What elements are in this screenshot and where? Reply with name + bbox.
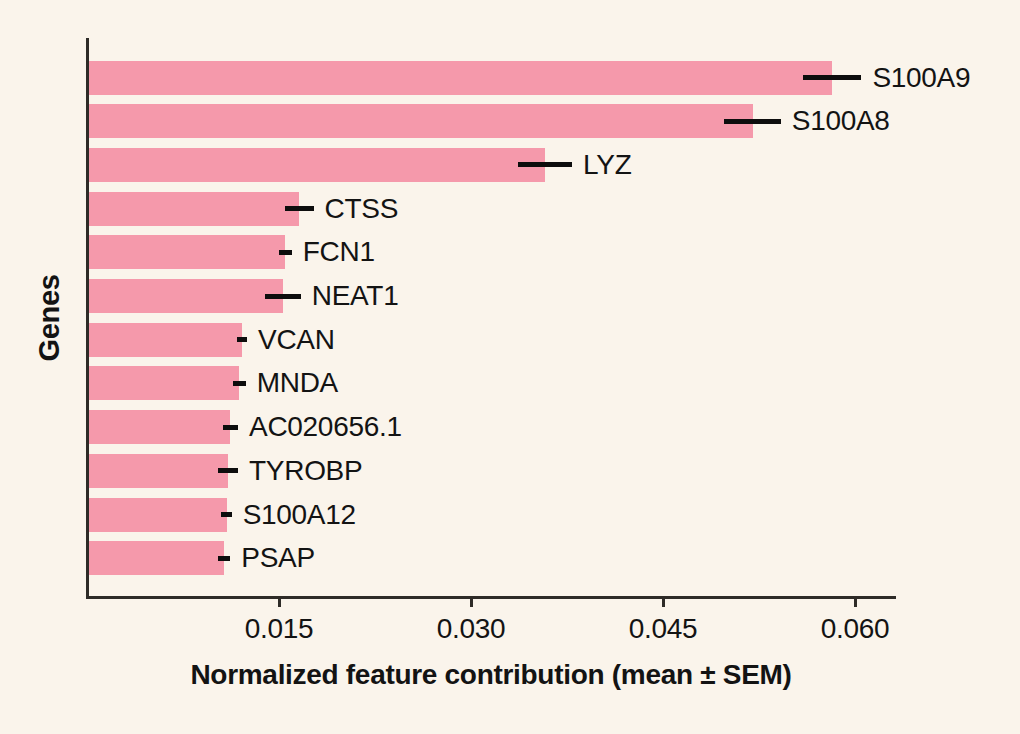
error-bar-S100A9 (803, 75, 862, 80)
bar-VCAN (89, 323, 242, 357)
bar-FCN1 (89, 235, 285, 269)
bar-label-FCN1: FCN1 (303, 235, 375, 269)
x-axis-spine (86, 596, 896, 599)
bar-LYZ (89, 148, 545, 182)
bar-label-S100A12: S100A12 (243, 498, 356, 532)
x-tick-0.045 (662, 599, 665, 607)
x-tick-0.060 (854, 599, 857, 607)
x-tick-0.015 (278, 599, 281, 607)
bar-MNDA (89, 366, 239, 400)
x-axis-label: Normalized feature contribution (mean ± … (91, 659, 891, 691)
bar-label-AC020656.1: AC020656.1 (249, 410, 402, 444)
error-bar-CTSS (285, 206, 313, 211)
bar-S100A12 (89, 498, 227, 532)
x-tick-label-0.030: 0.030 (401, 613, 541, 645)
error-bar-NEAT1 (265, 294, 301, 299)
bar-CTSS (89, 192, 299, 226)
bar-label-LYZ: LYZ (583, 148, 631, 182)
bar-AC020656.1 (89, 410, 230, 444)
bar-label-S100A9: S100A9 (872, 61, 970, 95)
bar-label-TYROBP: TYROBP (249, 454, 362, 488)
error-bar-S100A12 (221, 512, 231, 517)
error-bar-TYROBP (218, 468, 238, 473)
x-tick-label-0.060: 0.060 (785, 613, 925, 645)
bar-label-S100A8: S100A8 (792, 104, 890, 138)
bar-label-CTSS: CTSS (325, 192, 398, 226)
error-bar-LYZ (518, 162, 572, 167)
bar-PSAP (89, 541, 224, 575)
bar-S100A9 (89, 61, 832, 95)
y-axis-label: Genes (34, 242, 64, 394)
bar-NEAT1 (89, 279, 283, 313)
x-tick-label-0.015: 0.015 (209, 613, 349, 645)
bar-label-MNDA: MNDA (257, 366, 338, 400)
bar-S100A8 (89, 104, 753, 138)
x-tick-label-0.045: 0.045 (593, 613, 733, 645)
error-bar-FCN1 (279, 250, 292, 255)
error-bar-PSAP (218, 556, 231, 561)
bar-label-NEAT1: NEAT1 (312, 279, 399, 313)
bar-label-VCAN: VCAN (258, 323, 335, 357)
bar-TYROBP (89, 454, 228, 488)
error-bar-S100A8 (724, 119, 780, 124)
error-bar-AC020656.1 (223, 425, 238, 430)
feature-contribution-chart: Genes S100A9 S100A8 LYZ CTSS FCN1 NEAT1 VCAN MN… (0, 0, 1020, 734)
x-tick-0.030 (470, 599, 473, 607)
error-bar-VCAN (237, 337, 247, 342)
error-bar-MNDA (233, 381, 246, 386)
bar-label-PSAP: PSAP (241, 541, 315, 575)
